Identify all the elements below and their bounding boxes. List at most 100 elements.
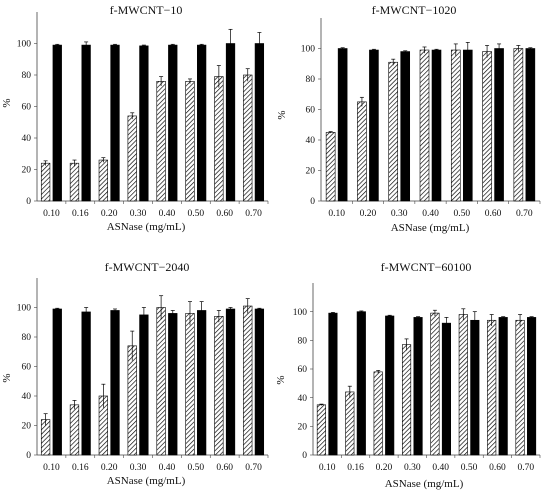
bar-solid (498, 317, 508, 456)
bar-solid (225, 43, 236, 202)
bar-hatched (450, 49, 461, 202)
plot-area: 0 20 40 60 80 100 0.10 0.16 0.20 0.30 0.40 0.50 0.60… (17, 12, 269, 219)
x-tick-label: 0.20 (101, 463, 118, 473)
bar-solid (525, 48, 536, 202)
x-tick-label: 0.50 (188, 209, 205, 219)
bar-hatched (482, 51, 492, 202)
plot-area: 0 20 40 60 80 100 0.10 0.16 0.20 0.30 0.40 0.50 0.60… (17, 278, 269, 473)
bar-solid (110, 44, 120, 202)
y-tick-label: 100 (293, 308, 308, 318)
bar-hatched (156, 307, 166, 456)
bar-hatched (127, 115, 137, 202)
x-tick-label: 0.70 (516, 209, 533, 219)
y-tick-label: 80 (22, 333, 32, 343)
x-tick-label: 0.10 (43, 209, 60, 219)
bar-solid (168, 44, 178, 202)
panel-f-mwcnt-2040: f-MWCNT−2040 % ASNase (mg/mL) 0 20 40 60 80 1… (1, 260, 269, 487)
bar-hatched (214, 76, 224, 202)
y-axis-label: % (1, 373, 13, 382)
panel-f-mwcnt-10: f-MWCNT−10 % ASNase (mg/mL) 0 20 40 60 80 100… (1, 3, 269, 233)
x-tick-label: 0.60 (489, 463, 506, 473)
bar-solid (328, 312, 338, 456)
x-tick-label: 0.30 (391, 209, 408, 219)
y-axis-label: % (275, 375, 287, 384)
x-tick-label: 0.16 (72, 463, 89, 473)
bar-hatched (127, 345, 137, 456)
x-tick-label: 0.60 (485, 209, 502, 219)
bar-solid (527, 317, 537, 456)
bar-solid (254, 308, 265, 456)
y-tick-label: 0 (310, 197, 315, 207)
y-tick-label: 80 (298, 337, 308, 347)
bar-hatched (345, 391, 355, 456)
x-tick-label: 0.30 (404, 463, 421, 473)
y-tick-label: 20 (306, 167, 316, 177)
y-axis-label: % (1, 98, 13, 107)
y-tick-label: 100 (17, 40, 32, 50)
bar-solid (431, 49, 442, 202)
y-tick-label: 100 (17, 304, 32, 314)
x-tick-label: 0.70 (245, 209, 262, 219)
bar-solid (413, 317, 423, 456)
bar-hatched (69, 404, 80, 456)
x-axis-label: ASNase (mg/mL) (107, 475, 186, 487)
x-tick-label: 0.30 (130, 209, 147, 219)
panel-title: f-MWCNT−1020 (372, 3, 457, 17)
bar-hatched (401, 344, 412, 456)
bar-hatched (185, 81, 195, 202)
bar-solid (197, 44, 207, 202)
bar-hatched (419, 49, 430, 202)
y-tick-label: 40 (22, 392, 32, 402)
bar-solid (139, 314, 149, 456)
bar-hatched (487, 319, 497, 456)
y-tick-label: 40 (306, 136, 316, 146)
x-tick-label: 0.50 (453, 209, 470, 219)
bar-solid (254, 43, 265, 202)
bar-hatched (40, 162, 51, 202)
x-tick-label: 0.10 (319, 463, 336, 473)
x-tick-label: 0.60 (216, 209, 233, 219)
bar-hatched (98, 159, 108, 202)
panel-f-mwcnt-1020: f-MWCNT−1020 % ASNase (mg/mL) 0 20 40 60 80 1… (276, 3, 541, 234)
bar-solid (81, 311, 91, 456)
bar-hatched (185, 313, 195, 456)
bar-hatched (513, 48, 524, 202)
bar-hatched (388, 61, 399, 202)
bar-solid (81, 44, 91, 202)
x-tick-label: 0.60 (216, 463, 233, 473)
y-tick-label: 80 (306, 75, 316, 85)
bar-solid (52, 308, 62, 456)
bar-hatched (458, 314, 468, 456)
x-axis-label: ASNase (mg/mL) (385, 478, 464, 490)
plot-area: 0 20 40 60 80 100 0.10 0.20 0.30 0.40 0.50 0.60 0.70 (301, 18, 541, 219)
bar-solid (400, 51, 411, 202)
x-tick-label: 0.10 (328, 209, 345, 219)
x-tick-label: 0.16 (72, 209, 89, 219)
y-tick-label: 60 (22, 103, 32, 113)
x-tick-label: 0.70 (518, 463, 535, 473)
y-tick-label: 80 (22, 71, 32, 81)
bar-hatched (156, 81, 166, 202)
bar-solid (441, 322, 451, 456)
bar-solid (225, 308, 236, 456)
y-tick-label: 40 (22, 134, 32, 144)
y-tick-label: 40 (298, 394, 308, 404)
x-tick-label: 0.20 (376, 463, 393, 473)
x-tick-label: 0.40 (159, 209, 176, 219)
x-tick-label: 0.70 (245, 463, 262, 473)
x-axis-label: ASNase (mg/mL) (107, 221, 186, 233)
x-tick-label: 0.16 (347, 463, 364, 473)
y-tick-label: 60 (22, 363, 32, 373)
panel-title: f-MWCNT−2040 (105, 260, 190, 274)
bar-hatched (316, 404, 326, 456)
x-tick-label: 0.20 (360, 209, 377, 219)
bar-hatched (430, 312, 440, 456)
x-tick-label: 0.50 (461, 463, 478, 473)
bar-hatched (325, 132, 336, 202)
y-tick-label: 60 (298, 365, 308, 375)
bar-solid (369, 49, 379, 202)
x-tick-label: 0.40 (159, 463, 176, 473)
bar-solid (52, 44, 62, 202)
x-tick-label: 0.10 (43, 463, 60, 473)
